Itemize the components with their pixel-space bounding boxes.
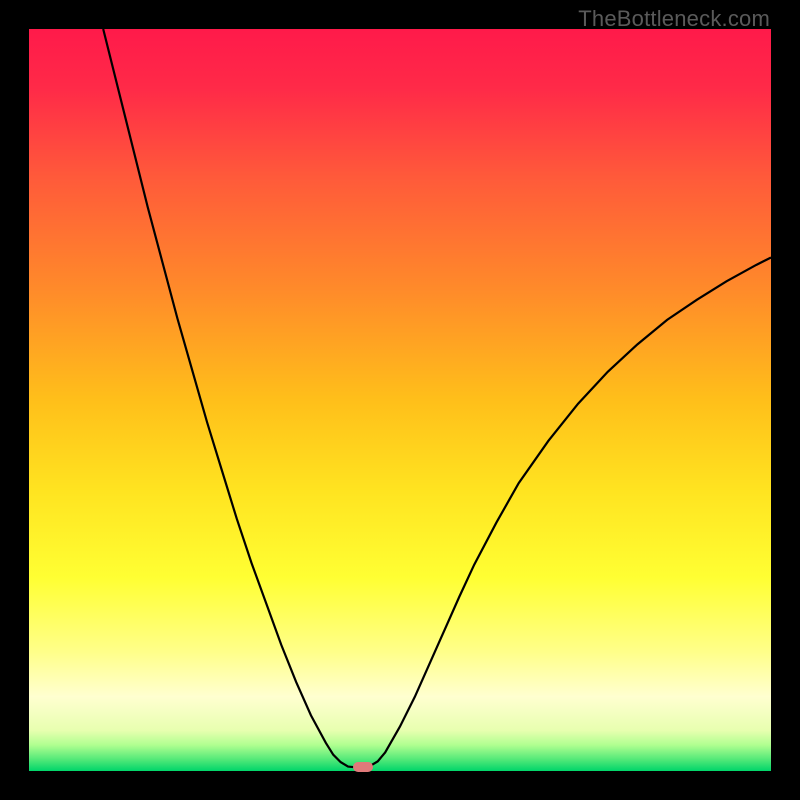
curve-path	[103, 29, 771, 767]
minimum-marker	[353, 762, 372, 772]
bottleneck-curve	[29, 29, 771, 771]
plot-area	[29, 29, 771, 771]
chart-frame: TheBottleneck.com	[0, 0, 800, 800]
